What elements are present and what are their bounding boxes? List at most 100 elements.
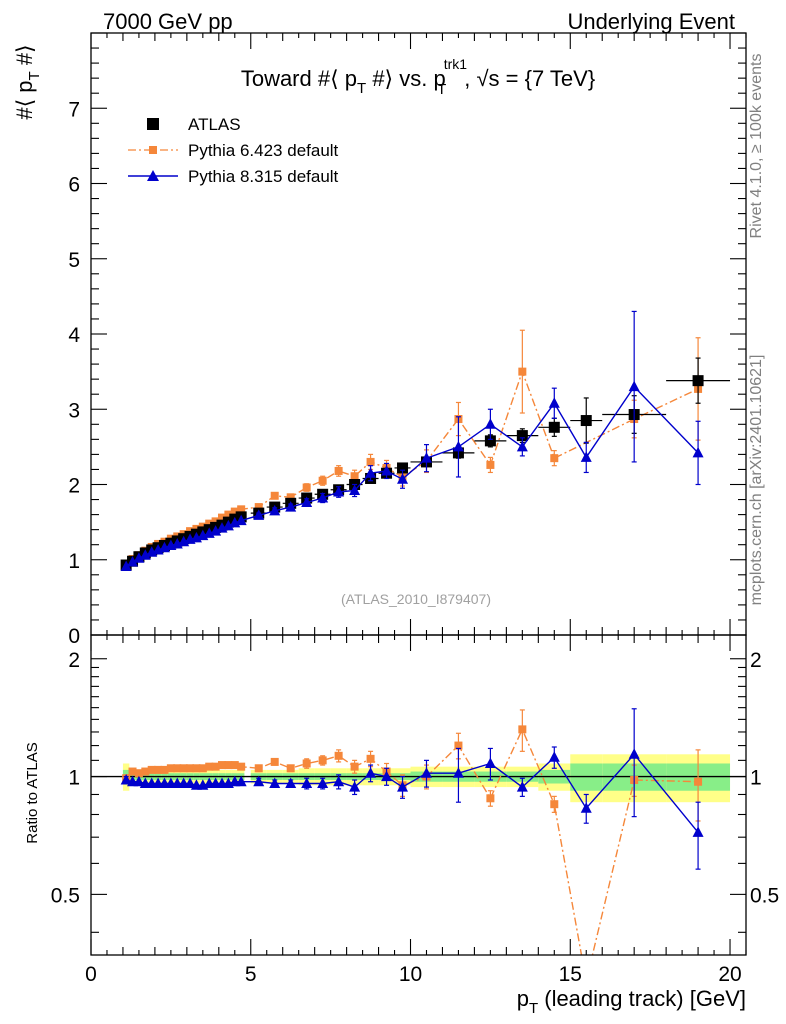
ratio-py6-point (318, 756, 327, 765)
py8-point (580, 451, 592, 462)
legend-label-atlas: ATLAS (188, 115, 241, 134)
atlas-point (692, 375, 704, 387)
ratio-py6-point (550, 800, 559, 809)
ratio-py6-point (192, 764, 201, 773)
plot-title: Toward #⟨ pT #⟩ vs. ptrk1 T, √s = {7 TeV} (241, 56, 595, 98)
py8-point (397, 473, 409, 484)
ratio-py8-point (349, 781, 361, 792)
legend-marker-py6 (149, 146, 157, 154)
py8-point (269, 504, 281, 516)
ratio-py8-point (484, 757, 496, 768)
py8-point (516, 440, 528, 452)
ratio-py6-point (286, 764, 295, 773)
py8-point (317, 492, 329, 503)
main-plot-series (120, 310, 731, 572)
atlas-point (484, 435, 496, 447)
x-tick-label: 15 (559, 963, 582, 986)
atlas-point (548, 421, 560, 433)
ratio-py6-point (166, 764, 175, 773)
ratio-py6-point (302, 759, 311, 768)
ratio-y-tick-label: 2 (68, 649, 80, 672)
py8-point (235, 514, 247, 526)
ratio-py8-point (628, 748, 640, 759)
ratio-y-tick-label-right: 0.5 (750, 884, 779, 907)
ratio-py6-point (147, 765, 156, 774)
py6-point (318, 476, 327, 485)
ratio-py6-point (582, 977, 590, 985)
y-tick-label: 2 (68, 475, 80, 498)
x-tick-label: 10 (399, 963, 422, 986)
ratio-py8-point (365, 767, 377, 778)
py8-point (333, 486, 345, 497)
ratio-py8-point (184, 777, 196, 789)
py6-point (302, 483, 311, 492)
py8-point (222, 519, 234, 531)
top-right-label: Underlying Event (567, 9, 735, 34)
ratio-py8-point (397, 781, 409, 792)
ratio-py6-point (141, 767, 150, 776)
axes: 0 5 10 15 20 0 1 2 3 4 5 6 7 0.5 0.5 1 1 2 2 (51, 32, 779, 986)
ratio-plot-series (120, 708, 704, 985)
legend-label-py6: Pythia 6.423 default (188, 141, 339, 160)
ratio-py6-point (186, 764, 195, 773)
ratio-py8-point (301, 777, 313, 789)
ratio-py6-point (154, 765, 163, 774)
py6-point (218, 513, 226, 522)
ratio-py8-point (692, 826, 704, 837)
ratio-py8-point (381, 770, 393, 782)
ratio-py8-point (333, 775, 345, 787)
legend-label-py8: Pythia 8.315 default (188, 167, 339, 186)
py8-point (120, 560, 132, 572)
py8-point (349, 484, 361, 496)
ratio-y-tick-label-right: 1 (750, 767, 762, 790)
x-axis-label: pT (leading track) [GeV] (517, 986, 746, 1017)
py6-point (518, 367, 527, 376)
ratio-py8-point (253, 775, 265, 787)
py8-point (139, 549, 151, 560)
atlas-point (580, 415, 592, 427)
mcplots-label: mcplots.cern.ch [arXiv:2401.10621] (748, 355, 765, 606)
py6-point (350, 472, 359, 481)
y-tick-label: 3 (68, 399, 80, 422)
py8-point (452, 440, 464, 452)
ratio-py6-point (160, 765, 169, 774)
py8-point (420, 452, 432, 463)
ratio-py6-point (237, 762, 246, 771)
py8-point (133, 552, 145, 563)
ratio-py8-point (548, 751, 560, 762)
y-tick-label: 1 (68, 550, 80, 573)
ratio-py8-point (452, 767, 464, 778)
ratio-py6-point (454, 741, 463, 750)
py6-point (224, 510, 233, 519)
py6-point (366, 457, 375, 466)
ratio-py8-point (269, 777, 281, 789)
py8-point (628, 380, 640, 392)
py8-point (365, 467, 377, 478)
ratio-py6-point (366, 754, 375, 763)
atlas-point (516, 430, 528, 442)
py8-line (125, 385, 699, 568)
py6-point (334, 466, 343, 475)
ratio-py6-point (173, 764, 182, 773)
x-tick-label: 20 (718, 963, 741, 986)
ratio-y-tick-label: 0.5 (51, 884, 80, 907)
py8-point (692, 446, 704, 458)
ratio-py6-point (211, 762, 220, 771)
ratio-py6-point (334, 751, 343, 760)
py6-point (550, 454, 559, 463)
ratio-py6-point (205, 762, 214, 771)
ratio-py6-point (270, 757, 279, 766)
ratio-py6-point (179, 764, 188, 773)
ratio-py6-point (230, 761, 239, 770)
legend-marker-py8 (147, 170, 159, 181)
y-tick-label: 5 (68, 249, 80, 272)
ratio-py6-point (486, 794, 495, 803)
py6-point (237, 505, 246, 514)
py8-point (301, 496, 313, 508)
py8-point (381, 464, 393, 476)
ratio-py6-point (518, 725, 527, 734)
ratio-py8-point (235, 775, 247, 787)
ratio-py6-point (128, 767, 137, 776)
x-tick-label: 0 (85, 963, 97, 986)
